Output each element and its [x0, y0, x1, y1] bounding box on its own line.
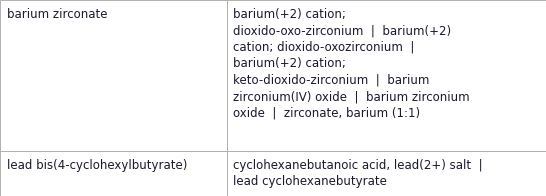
Text: lead bis(4-cyclohexylbutyrate): lead bis(4-cyclohexylbutyrate) [7, 159, 187, 172]
Text: cyclohexanebutanoic acid, lead(2+) salt  |
lead cyclohexanebutyrate: cyclohexanebutanoic acid, lead(2+) salt … [233, 159, 483, 188]
Text: barium zirconate: barium zirconate [7, 8, 107, 21]
Bar [0, 0, 227, 151]
Bar [227, 151, 546, 196]
Bar [227, 0, 546, 151]
Bar [0, 151, 227, 196]
Text: barium(+2) cation;
dioxido-oxo-zirconium  |  barium(+2)
cation; dioxido-oxozirco: barium(+2) cation; dioxido-oxo-zirconium… [233, 8, 470, 120]
